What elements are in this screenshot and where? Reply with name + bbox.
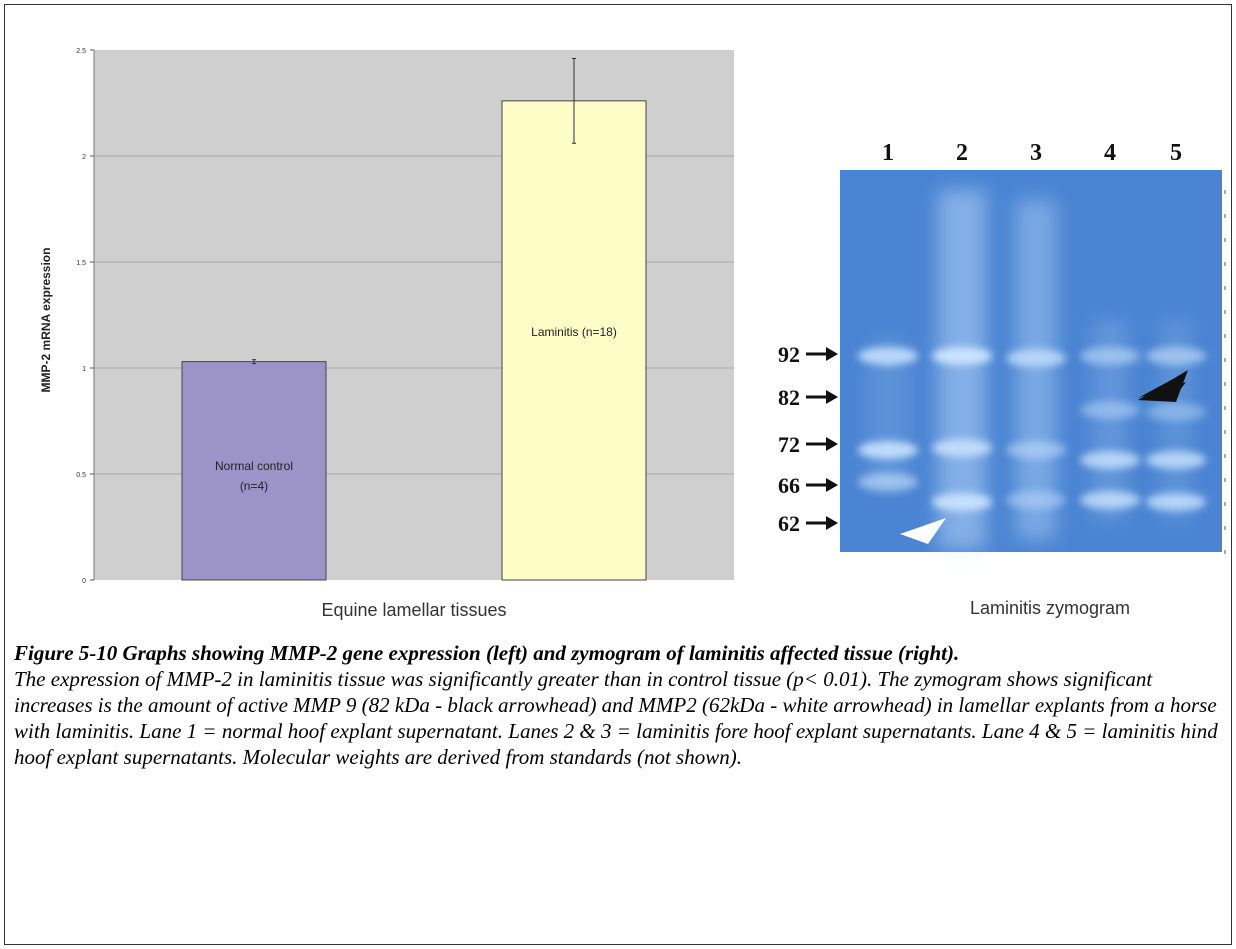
lane-smear [1016,200,1056,540]
edge-tick [1224,478,1226,482]
gel-band [858,347,918,365]
edge-tick [1224,454,1226,458]
y-tick-label: 0 [82,578,86,585]
y-tick-label: 2 [82,154,86,161]
edge-tick [1224,238,1226,242]
gel-band [858,441,918,459]
edge-tick [1224,358,1226,362]
marker-label: 82 [778,385,800,410]
bar [501,100,647,581]
marker-arrowhead [826,478,838,492]
edge-tick [1224,550,1226,554]
y-tick-label: 1 [82,366,86,373]
edge-tick [1224,310,1226,314]
gel-band [1006,349,1066,367]
gel-band [1080,347,1140,365]
gel-band [1080,401,1140,419]
gel-smears [868,190,1192,550]
figure-caption-body: The expression of MMP-2 in laminitis tis… [14,667,1218,769]
molecular-weight-markers: 92 82 72 66 62 [778,342,838,536]
gel-band [1080,451,1140,469]
gel-band [1146,451,1206,469]
y-tick-label: 1.5 [76,260,86,267]
edge-tick [1224,502,1226,506]
edge-tick [1224,286,1226,290]
lane-label: 1 [882,140,894,166]
lane-label: 3 [1030,140,1042,166]
bar [181,361,327,581]
bar-label-line2: (n=4) [240,479,268,493]
bar-chart: 0 0.5 1 1.5 2 2.5 Normal control (n=4) Laminiti… [39,48,734,620]
gel-band [932,493,992,511]
marker-label: 72 [778,432,800,457]
y-tick-label: 2.5 [76,48,86,55]
lane-label: 5 [1170,140,1182,166]
edge-tick [1224,190,1226,194]
marker-arrowhead [826,437,838,451]
gel-band [1006,441,1066,459]
marker-label: 66 [778,473,800,498]
lane-label: 4 [1104,140,1116,166]
figure-caption: Figure 5-10 Graphs showing MMP-2 gene ex… [14,640,1224,770]
gel-bands [858,347,1206,511]
edge-tick [1224,334,1226,338]
lane-smear [938,190,986,550]
figure-caption-title: Figure 5-10 Graphs showing MMP-2 gene ex… [14,641,960,665]
gel-band [1146,493,1206,511]
edge-tick [1224,406,1226,410]
gel-band [1006,491,1066,509]
zymogram-gel: 1 2 3 4 5 92 82 72 66 62 [778,140,1226,554]
bar-label: Normal control [215,459,293,473]
gel-band [1080,491,1140,509]
x-axis-label: Equine lamellar tissues [321,600,506,620]
zymogram-caption: Laminitis zymogram [969,598,1131,618]
bar-label: Laminitis (n=18) [531,325,617,339]
y-axis-label: MMP-2 mRNA expression [39,248,53,393]
bars: Normal control (n=4) Laminitis (n=18) [181,57,647,581]
y-tick-label: 0.5 [76,472,86,479]
gel-band [932,347,992,365]
gel-band [932,439,992,457]
edge-tick [1224,382,1226,386]
gel-edge-ticks [1224,190,1226,554]
edge-tick [1224,214,1226,218]
marker-label: 62 [778,511,800,536]
marker-arrowhead [826,390,838,404]
marker-arrowhead [826,516,838,530]
lane-labels: 1 2 3 4 5 [882,140,1182,166]
gel-band [858,473,918,491]
marker-arrowhead [826,347,838,361]
marker-label: 92 [778,342,800,367]
black-arrowhead-body [1138,370,1188,402]
gel-band [1146,403,1206,421]
gel-band [1146,347,1206,365]
white-arrowhead [900,518,946,544]
y-axis-ticks: 0 0.5 1 1.5 2 2.5 [76,48,95,585]
edge-tick [1224,262,1226,266]
edge-tick [1224,526,1226,530]
edge-tick [1224,430,1226,434]
lane-label: 2 [956,140,968,166]
